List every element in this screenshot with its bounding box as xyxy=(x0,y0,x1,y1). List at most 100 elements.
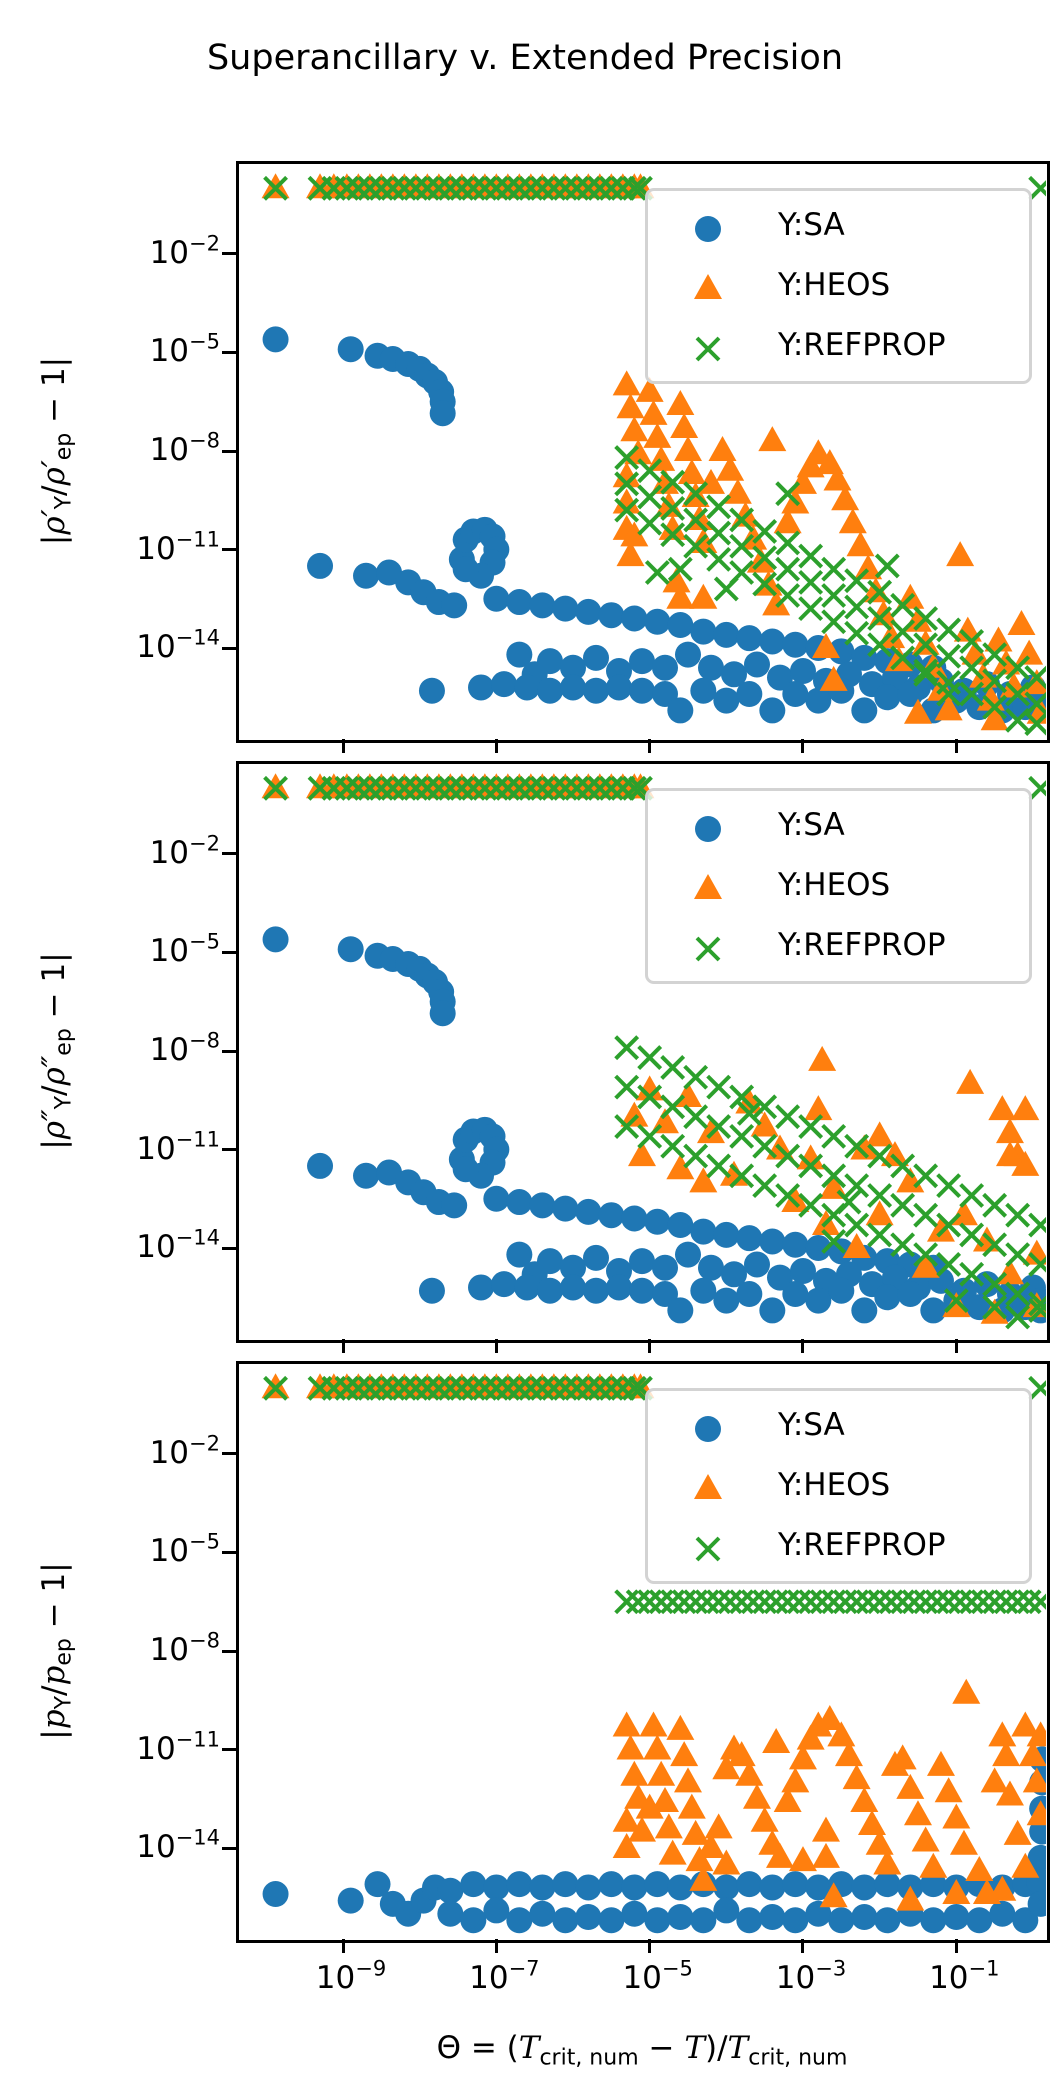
data-point xyxy=(660,1094,686,1120)
data-point xyxy=(683,1589,709,1615)
data-point xyxy=(959,629,985,654)
data-point xyxy=(552,1375,578,1401)
data-point xyxy=(762,1727,791,1753)
tick-exponent: −8 xyxy=(189,1028,220,1053)
tick-base: 10 xyxy=(149,234,190,271)
data-point xyxy=(775,583,801,608)
data-point xyxy=(620,1760,649,1786)
data-point xyxy=(575,1903,602,1930)
data-point xyxy=(1007,610,1036,636)
data-point xyxy=(380,1375,406,1401)
data-point xyxy=(736,1281,763,1308)
data-point xyxy=(552,175,578,201)
data-point xyxy=(936,617,962,643)
data-point xyxy=(867,632,893,658)
data-point xyxy=(690,1218,717,1245)
y-label-part: Y xyxy=(51,1695,77,1710)
data-point xyxy=(429,1000,456,1027)
data-point xyxy=(897,681,924,708)
data-point xyxy=(660,1055,686,1080)
data-point xyxy=(759,628,786,655)
data-point xyxy=(670,1741,699,1767)
data-point xyxy=(612,462,641,488)
data-point xyxy=(689,1865,718,1891)
data-point xyxy=(610,775,636,801)
data-point xyxy=(775,1183,801,1208)
tick-exponent: −8 xyxy=(189,1628,220,1653)
data-point xyxy=(717,1589,743,1615)
data-point xyxy=(666,583,695,609)
legend-item: Y:REFPROP xyxy=(648,1523,1029,1573)
tick-base: 10 xyxy=(149,1434,190,1471)
y-tick-label: 10−2 xyxy=(149,1433,220,1471)
data-point xyxy=(821,556,847,582)
y-label-part: ρ′ xyxy=(36,460,72,486)
y-tick-mark xyxy=(222,1452,236,1456)
legend-marker xyxy=(694,1474,722,1499)
tick-base: 10 xyxy=(149,1032,190,1068)
x-tick-label: 10−9 xyxy=(315,1958,386,1996)
y-tick-label: 10−8 xyxy=(149,1030,220,1068)
legend-item: Y:REFPROP xyxy=(648,923,1029,973)
data-point xyxy=(441,1192,468,1219)
legend: Y:SA Y:HEOS Y:REFPROP xyxy=(645,1388,1032,1584)
y-tick-label: 10−11 xyxy=(136,1728,220,1765)
data-point xyxy=(403,1375,429,1401)
y-tick-mark xyxy=(222,1148,236,1152)
data-point xyxy=(713,576,739,602)
data-point xyxy=(658,514,687,540)
data-point xyxy=(560,1254,587,1281)
data-point xyxy=(560,654,587,681)
data-point xyxy=(786,1589,812,1615)
data-point xyxy=(763,1589,789,1615)
data-point xyxy=(720,661,747,688)
data-point xyxy=(819,1882,848,1908)
data-point xyxy=(671,1589,697,1615)
data-point xyxy=(720,1261,747,1288)
data-point xyxy=(851,697,878,724)
circle-marker-icon xyxy=(695,216,721,242)
data-point xyxy=(736,1225,763,1252)
legend-marker xyxy=(694,274,722,299)
tick-base: 10 xyxy=(315,1960,356,1996)
data-point xyxy=(1028,1252,1046,1277)
y-label-part: p xyxy=(36,1709,72,1730)
data-point xyxy=(706,494,732,520)
legend-marker xyxy=(694,874,722,899)
data-point xyxy=(541,1375,567,1401)
data-point xyxy=(380,775,406,801)
tick-exponent: −11 xyxy=(175,526,220,551)
data-point xyxy=(708,436,737,461)
data-point xyxy=(575,1198,602,1225)
data-point xyxy=(1028,775,1046,801)
data-point xyxy=(683,533,709,559)
data-point xyxy=(1005,1242,1031,1268)
y-label-part: ρ″ xyxy=(36,1055,72,1086)
y-tick-label: 10−5 xyxy=(150,1531,220,1567)
data-point xyxy=(713,1221,740,1248)
data-point xyxy=(606,674,633,701)
data-point xyxy=(689,1167,718,1193)
x-axis-label: Θ = (Tcrit, num − T)/Tcrit, num xyxy=(437,2030,848,2069)
data-point xyxy=(483,1185,510,1212)
data-point xyxy=(483,775,509,801)
data-point xyxy=(552,1907,579,1934)
data-point xyxy=(694,1589,720,1615)
circle-marker-icon xyxy=(695,1416,721,1442)
data-point xyxy=(821,1589,847,1615)
data-point xyxy=(380,175,406,201)
data-point xyxy=(353,562,380,589)
y-tick-label: 10−2 xyxy=(150,833,220,869)
data-point xyxy=(765,1842,794,1868)
data-point xyxy=(587,175,613,201)
data-point xyxy=(775,481,801,507)
data-point xyxy=(263,175,288,201)
data-point xyxy=(635,376,664,402)
data-point xyxy=(890,645,916,671)
y-tick-mark xyxy=(222,548,236,552)
data-point xyxy=(713,1874,740,1901)
data-point xyxy=(529,592,556,619)
data-point xyxy=(1005,1589,1031,1615)
data-point xyxy=(637,484,663,510)
data-point xyxy=(575,1375,601,1401)
